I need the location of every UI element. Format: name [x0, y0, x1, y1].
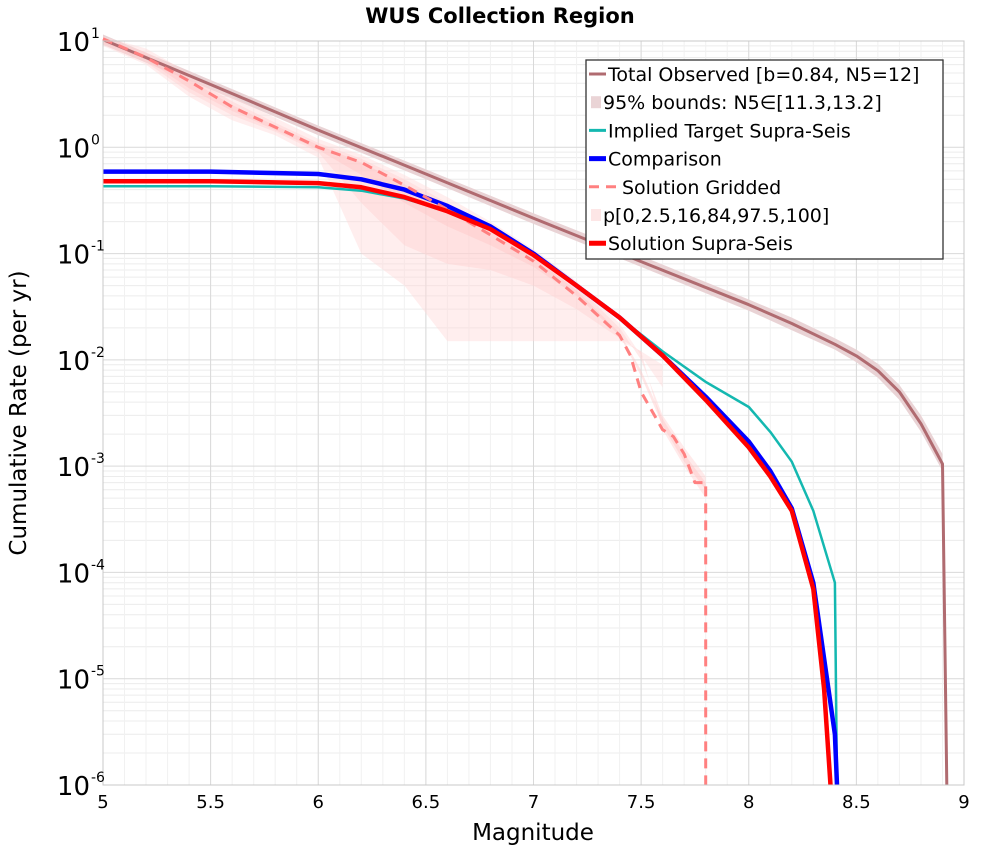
y-tick-base: 10 — [57, 453, 90, 483]
series-line — [102, 38, 949, 786]
y-tick-label: 10 -1 — [57, 239, 105, 271]
x-tick-label: 5.5 — [196, 792, 225, 813]
y-tick-exponent: -4 — [91, 557, 105, 573]
x-tick-label: 6 — [313, 792, 324, 813]
legend-entry: Total Observed [b=0.84, N5=12] — [589, 64, 919, 86]
y-tick-base: 10 — [57, 772, 90, 802]
y-tick-label: 10 0 — [57, 132, 100, 164]
legend-entry: Solution Gridded — [589, 177, 781, 199]
x-axis-ticks: 5 5.5 6 6.5 7 7.5 8 8.5 9 — [97, 792, 969, 813]
legend-label: Implied Target Supra-Seis — [608, 120, 851, 142]
legend: Total Observed [b=0.84, N5=12] 95% bounds… — [585, 59, 944, 260]
legend-label: Solution Gridded — [622, 177, 781, 199]
x-tick-label: 5 — [97, 792, 108, 813]
legend-entry: Comparison — [589, 149, 722, 171]
y-tick-exponent: -5 — [91, 664, 105, 680]
y-tick-label: 10 -5 — [57, 664, 105, 696]
y-tick-base: 10 — [57, 134, 90, 164]
legend-entry: Solution Supra-Seis — [589, 233, 793, 255]
y-tick-exponent: 0 — [91, 132, 100, 148]
y-tick-exponent: 1 — [91, 26, 100, 42]
y-tick-base: 10 — [57, 28, 90, 58]
y-tick-label: 10 -6 — [57, 770, 105, 802]
y-tick-label: 10 -2 — [57, 345, 105, 377]
y-tick-base: 10 — [57, 347, 90, 377]
legend-box — [585, 59, 944, 260]
y-tick-base: 10 — [57, 241, 90, 271]
legend-label: p[0,2.5,16,84,97.5,100] — [603, 205, 829, 227]
legend-label: Comparison — [608, 149, 722, 171]
grid-layer — [102, 40, 965, 786]
series-line — [103, 178, 833, 786]
chart-title: WUS Collection Region — [365, 4, 635, 28]
x-tick-label: 7.5 — [627, 792, 656, 813]
y-tick-exponent: -1 — [91, 239, 105, 255]
legend-label: Solution Supra-Seis — [608, 233, 793, 255]
y-axis-label: Cumulative Rate (per yr) — [6, 270, 32, 555]
y-tick-label: 10 -3 — [57, 451, 105, 483]
y-tick-label: 10 -4 — [57, 557, 105, 589]
legend-entry: p[0,2.5,16,84,97.5,100] — [591, 205, 829, 227]
y-tick-exponent: -6 — [91, 770, 105, 786]
legend-swatch — [591, 209, 601, 221]
y-tick-exponent: -3 — [91, 451, 105, 467]
legend-label: Total Observed [b=0.84, N5=12] — [607, 64, 919, 86]
y-tick-base: 10 — [57, 559, 90, 589]
x-tick-label: 9 — [958, 792, 969, 813]
legend-entry: 95% bounds: N5∈[11.3,13.2] — [591, 92, 882, 114]
series-layer — [102, 37, 949, 786]
x-tick-label: 6.5 — [412, 792, 441, 813]
y-tick-exponent: -2 — [91, 345, 105, 361]
y-tick-base: 10 — [57, 666, 90, 696]
legend-entry: Implied Target Supra-Seis — [589, 120, 851, 142]
x-axis-label: Magnitude — [472, 820, 594, 846]
y-tick-label: 10 1 — [57, 26, 100, 58]
x-tick-label: 8 — [743, 792, 754, 813]
confidence-band — [103, 36, 663, 388]
legend-swatch — [591, 96, 601, 109]
x-tick-label: 8.5 — [842, 792, 871, 813]
plot-frame — [102, 40, 965, 786]
legend-label: 95% bounds: N5∈[11.3,13.2] — [603, 92, 882, 114]
series-line — [102, 37, 708, 785]
x-tick-label: 7 — [528, 792, 539, 813]
